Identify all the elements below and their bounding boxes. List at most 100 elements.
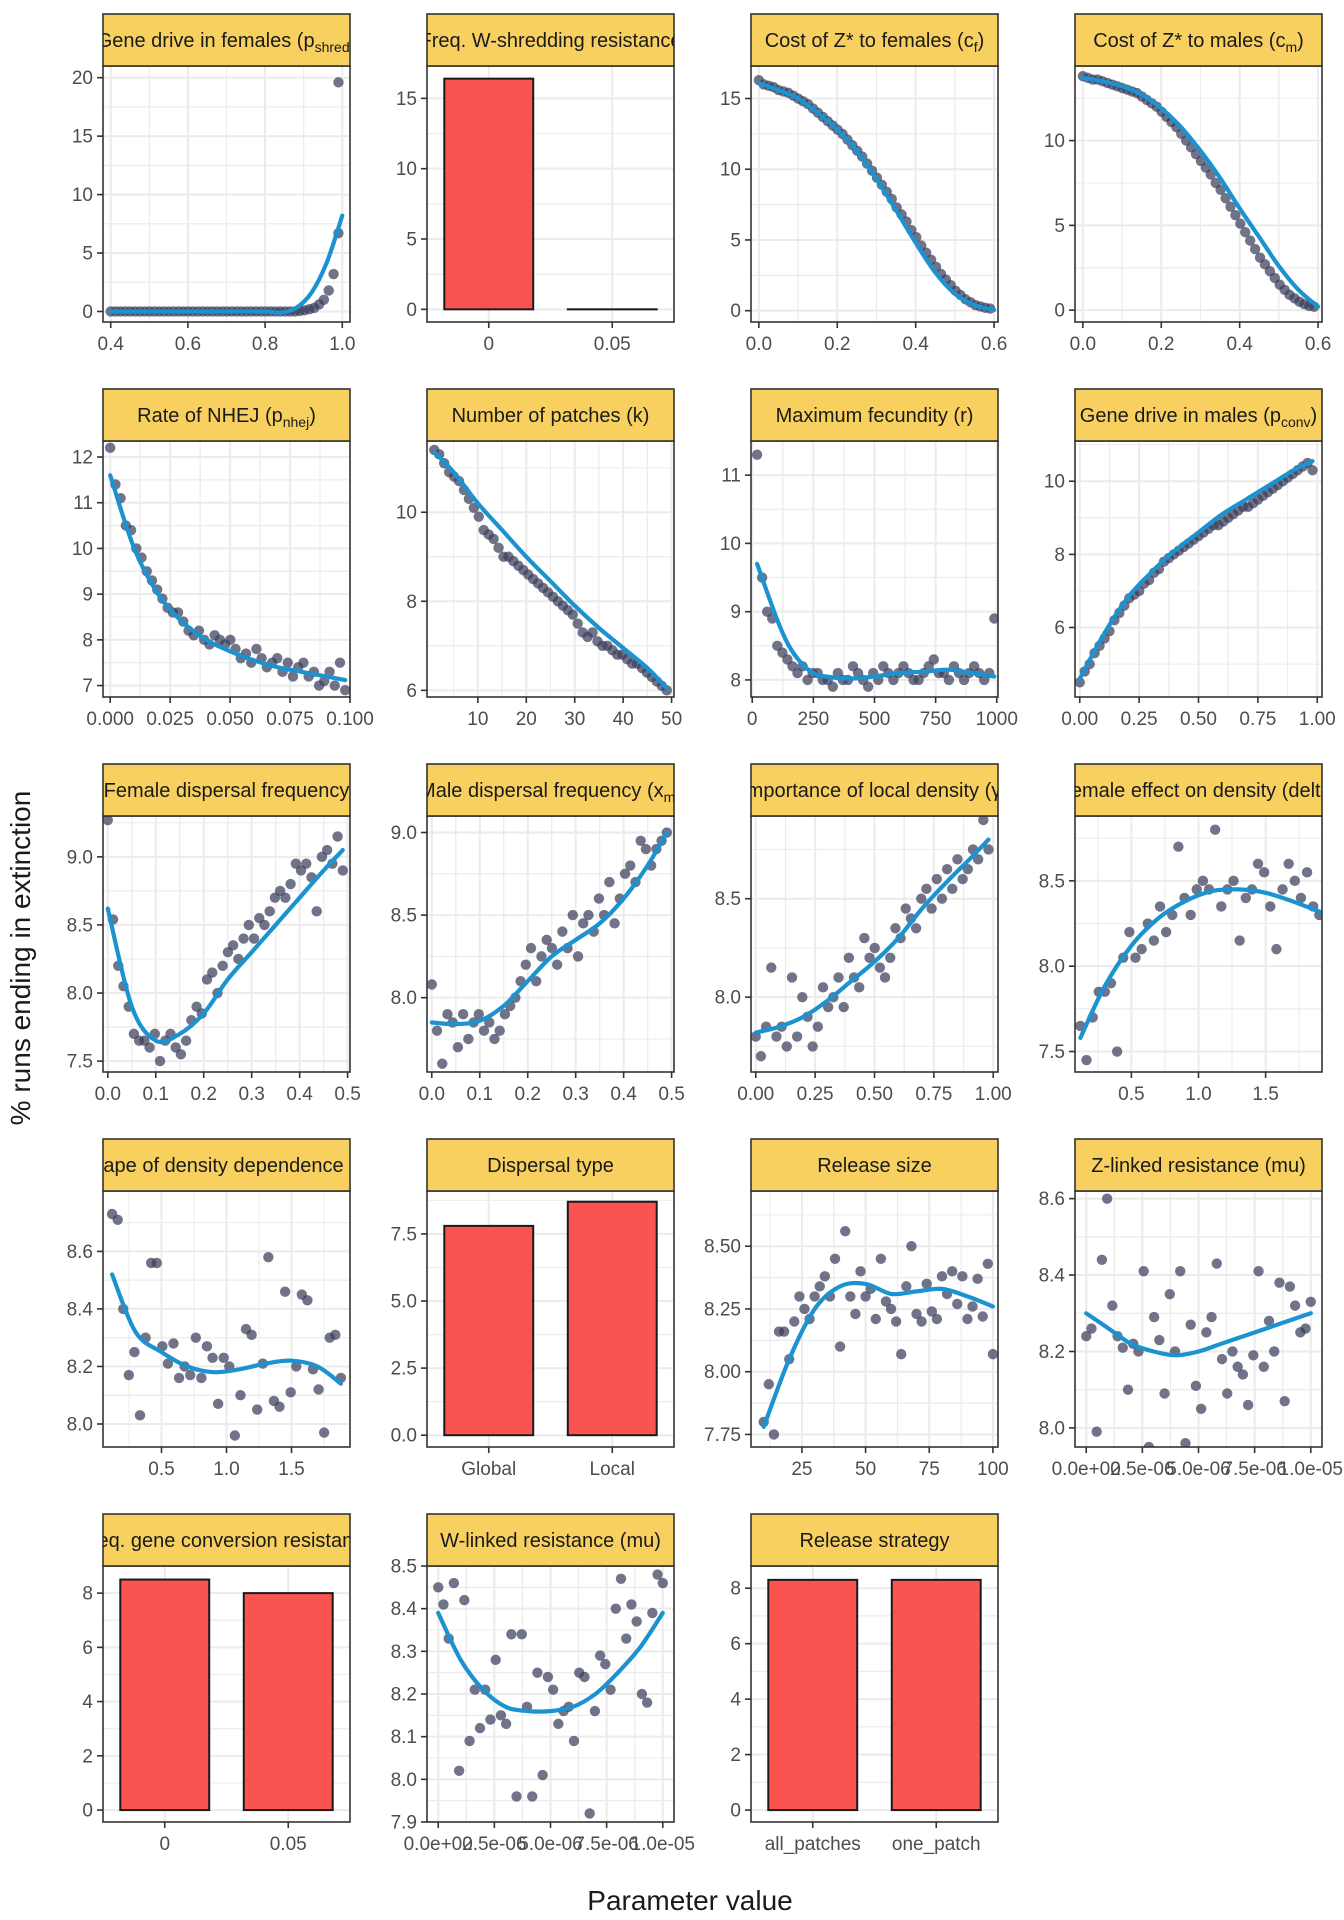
data-point [791, 1031, 803, 1042]
data-point [1201, 1327, 1212, 1338]
data-point [1091, 1426, 1102, 1437]
panel-data [1081, 1193, 1316, 1447]
panel-data [119, 1578, 334, 1812]
axis-ticks: 0 2 4 6 8 0 0.05 [82, 1584, 306, 1855]
x-tick-label: 1000 [976, 709, 1018, 730]
x-tick-label: 10 [467, 709, 488, 730]
data-point [1081, 1054, 1092, 1066]
data-point [972, 1273, 983, 1285]
x-tick-label: 1.0 [329, 334, 355, 355]
data-point [287, 671, 299, 682]
y-tick-label: 10 [72, 539, 93, 560]
data-point [589, 1705, 601, 1717]
data-point [1154, 1334, 1165, 1346]
y-tick-label: 8.25 [704, 1299, 741, 1320]
data-point [1244, 235, 1256, 246]
y-tick-label: 6 [1054, 618, 1065, 639]
panel-data [103, 816, 349, 1067]
y-tick-label: 0 [82, 1801, 93, 1822]
y-tick-label: 8.50 [704, 1237, 741, 1258]
data-point [631, 1616, 642, 1627]
data-point [755, 1051, 767, 1062]
data-point [1148, 935, 1160, 946]
data-point [989, 613, 998, 624]
facet-panel-18: 7.9 8.0 8.1 8.2 8.3 8.4 8.5 0.0e+002.5e-065.0e-… [391, 1513, 695, 1855]
facet-title: Shape of density dependence (α) [79, 1155, 374, 1177]
data-point [536, 951, 547, 962]
y-tick-label: 4 [730, 1690, 741, 1711]
data-point [259, 919, 270, 931]
strip-background [750, 1513, 999, 1567]
facet-title: Importance of local density (γ) [741, 780, 1008, 802]
bar [443, 1224, 535, 1437]
data-point [180, 1035, 192, 1046]
data-point [572, 618, 583, 629]
data-point [207, 1352, 218, 1364]
x-tick-label: 5.0e-06 [518, 1834, 582, 1855]
facet-panel-16: 8.0 8.2 8.4 8.6 0.0e+002.5e-065.0e-067.5e-06… [1039, 1138, 1343, 1480]
data-point [489, 1033, 500, 1045]
y-tick-label: 8.0 [391, 988, 417, 1009]
data-point [943, 674, 955, 686]
data-point [151, 1257, 162, 1269]
y-tick-label: 10 [1044, 472, 1065, 493]
data-point [797, 991, 808, 1003]
x-tick-label: 250 [798, 709, 830, 730]
data-point [1211, 1258, 1222, 1269]
data-point [279, 1286, 291, 1297]
y-tick-label: 5 [82, 244, 93, 265]
data-point [1242, 1399, 1254, 1411]
data-point [869, 942, 880, 954]
data-point [525, 942, 537, 954]
x-tick-label: 0.100 [326, 709, 374, 730]
data-point [1274, 1277, 1285, 1288]
facet-strip: Cost of Z* to males (cm) [1074, 13, 1323, 67]
y-tick-label: 2 [82, 1746, 93, 1767]
x-tick-label: 0 [747, 709, 758, 730]
y-tick-label: 9.0 [391, 823, 417, 844]
x-tick-label: 0.5 [1118, 1084, 1144, 1105]
x-tick-label: 0.0 [746, 334, 772, 355]
data-point [553, 1718, 564, 1730]
x-tick-label: 0.25 [1121, 709, 1158, 730]
y-tick-label: 10 [720, 534, 741, 555]
smooth-line [1080, 75, 1321, 309]
data-point [1265, 901, 1276, 912]
data-point [235, 1390, 246, 1401]
strip-background [426, 13, 675, 67]
panel-background [751, 66, 998, 322]
data-point [1228, 875, 1239, 887]
y-tick-label: 8.4 [1039, 1266, 1066, 1287]
facet-title: Freq. gene conversion resistance [79, 1530, 375, 1552]
y-tick-label: 6 [82, 1638, 93, 1659]
data-point [1232, 1361, 1243, 1372]
facet-strip: Z-linked resistance (mu) [1074, 1138, 1323, 1192]
data-point [1191, 884, 1202, 895]
data-point [321, 844, 333, 856]
data-point [1220, 193, 1231, 204]
facet-strip: Rate of NHEJ (pnhej) [102, 388, 351, 442]
facet-strip: Freq. W-shredding resistance [426, 13, 675, 67]
data-point [1305, 1296, 1316, 1308]
data-point [473, 511, 484, 522]
x-tick-label: 0.2 [515, 1084, 541, 1105]
data-point [311, 906, 322, 917]
data-point [807, 1041, 818, 1052]
data-point [771, 1031, 782, 1042]
data-point [185, 1369, 196, 1381]
x-tick-label: 0 [159, 1834, 170, 1855]
x-tick-label: 500 [859, 709, 891, 730]
strip-background [750, 1138, 999, 1192]
facet-panel-14: 0.0 2.5 5.0 7.5 Global Local Dispersal type [391, 1138, 675, 1480]
data-point [134, 1410, 146, 1421]
y-tick-label: 8.00 [704, 1362, 741, 1383]
data-point [978, 816, 989, 826]
facet-strip: Shape of density dependence (α) [79, 1138, 374, 1192]
data-point [604, 876, 615, 888]
data-point [527, 1791, 538, 1802]
bar [566, 1200, 658, 1437]
x-tick-label: 30 [564, 709, 585, 730]
data-point [910, 923, 922, 934]
x-tick-label: 2.5e-06 [1110, 1459, 1174, 1480]
x-tick-label: 0.3 [238, 1084, 264, 1105]
